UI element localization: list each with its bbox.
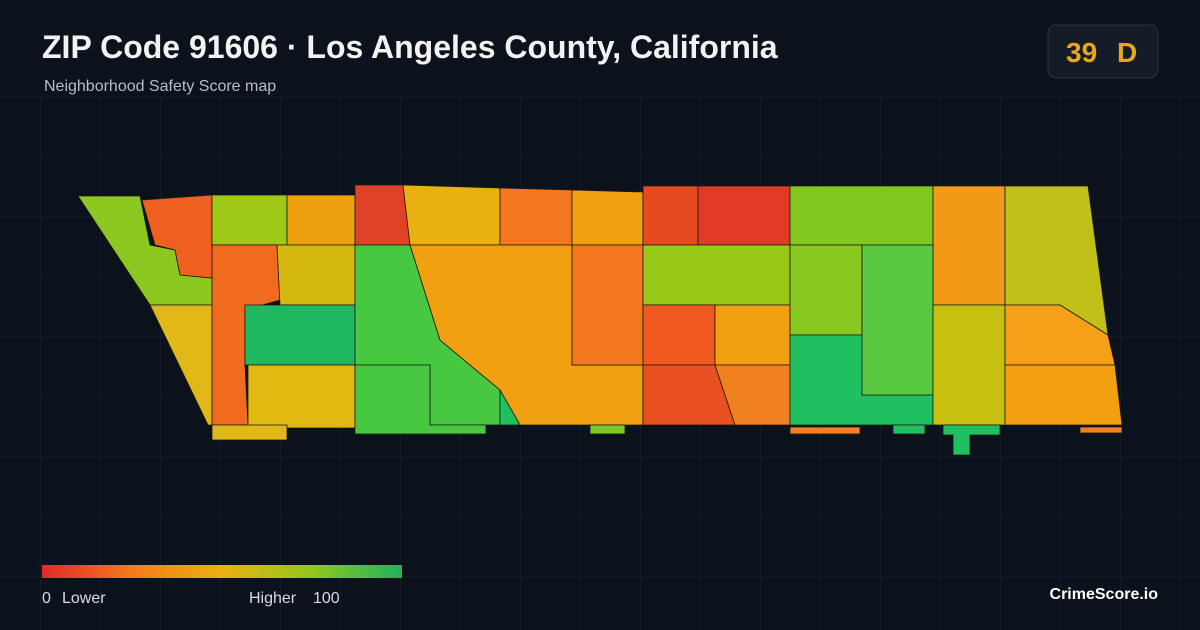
grade: D — [1117, 37, 1137, 68]
legend-max-label: Higher — [249, 590, 297, 607]
legend-gradient — [42, 565, 402, 578]
brand: CrimeScore.io — [1050, 586, 1159, 603]
score-badge — [1047, 24, 1159, 79]
subtitle: Neighborhood Safety Score map — [44, 78, 276, 95]
score: 39 — [1066, 37, 1097, 68]
legend-max: 100 — [313, 590, 340, 607]
legend-min-label: Lower — [62, 590, 106, 607]
legend-min: 0 — [42, 590, 51, 607]
zip-map — [77, 184, 1123, 456]
title: ZIP Code 91606 · Los Angeles County, Cal… — [42, 29, 778, 65]
